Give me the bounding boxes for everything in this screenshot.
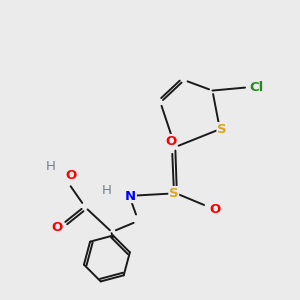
Text: O: O xyxy=(165,135,176,148)
Text: O: O xyxy=(65,169,76,182)
Text: H: H xyxy=(102,184,112,196)
Text: Cl: Cl xyxy=(250,81,264,94)
Text: O: O xyxy=(51,221,63,234)
Text: N: N xyxy=(125,190,136,202)
Text: S: S xyxy=(169,187,178,200)
Text: S: S xyxy=(217,123,227,136)
Text: O: O xyxy=(209,203,220,216)
Text: H: H xyxy=(46,160,56,173)
